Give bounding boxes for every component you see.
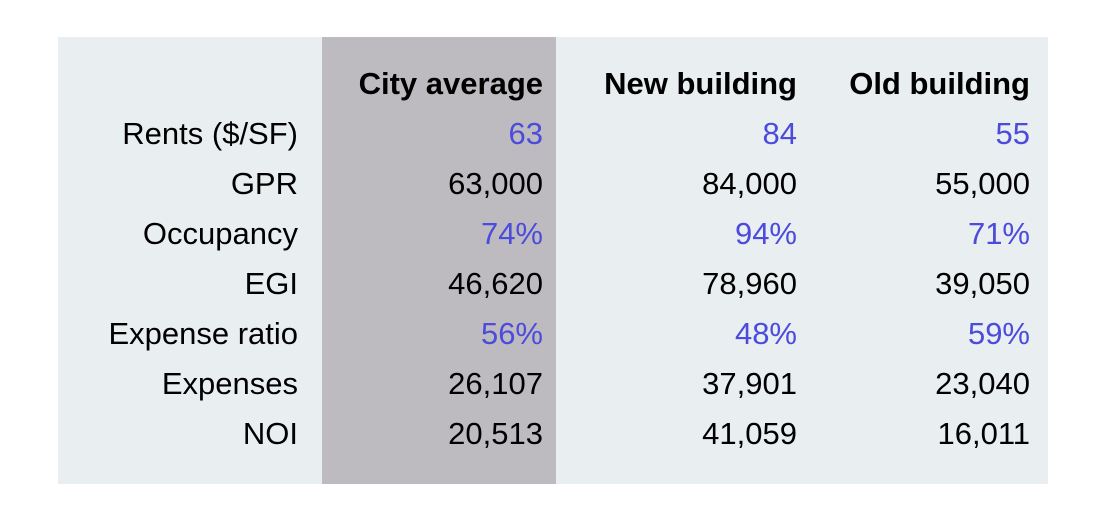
cell: 59% [968,316,1030,351]
cell: 84 [763,116,797,151]
cell: 23,040 [935,366,1030,401]
cell: 94% [735,216,797,251]
cell: 63,000 [448,166,543,201]
row-label: NOI [243,416,298,451]
cell: 55 [996,116,1030,151]
cell: 26,107 [448,366,543,401]
cell: 16,011 [937,416,1030,451]
row-label: EGI [245,266,298,301]
row-label: GPR [231,166,298,201]
cell: 37,901 [702,366,797,401]
highlight-column [322,37,556,484]
column-header: City average [359,66,543,101]
row-label: Expense ratio [108,316,298,351]
column-header: Old building [849,66,1030,101]
cell: 20,513 [448,416,543,451]
row-label: Occupancy [143,216,299,251]
row-label: Expenses [162,366,298,401]
cell: 56% [481,316,543,351]
cell: 46,620 [448,266,543,301]
cell: 74% [481,216,543,251]
cell: 55,000 [935,166,1030,201]
cell: 78,960 [702,266,797,301]
cell: 39,050 [935,266,1030,301]
cell: 63 [509,116,543,151]
cell: 48% [735,316,797,351]
cell: 84,000 [702,166,797,201]
row-label: Rents ($/SF) [122,116,298,151]
cell: 41,059 [702,416,797,451]
column-header: New building [604,66,797,101]
cell: 71% [968,216,1030,251]
